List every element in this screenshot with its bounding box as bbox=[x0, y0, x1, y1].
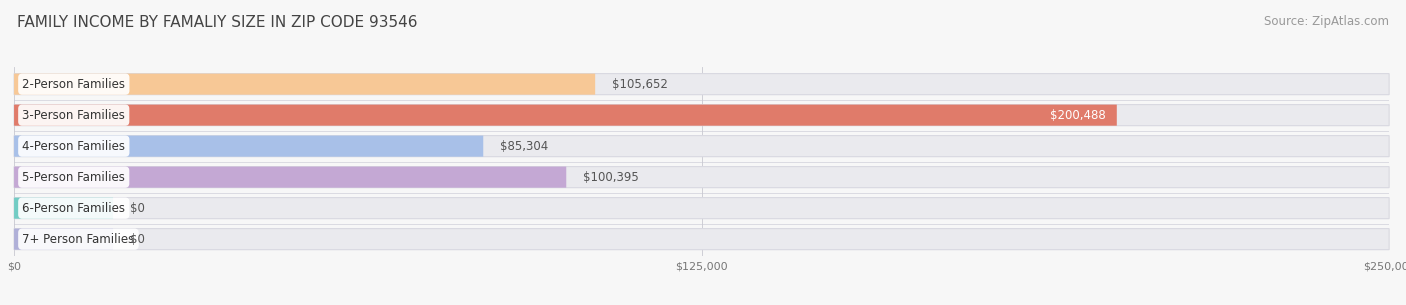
FancyBboxPatch shape bbox=[14, 229, 1389, 250]
FancyBboxPatch shape bbox=[14, 105, 1116, 126]
Text: $105,652: $105,652 bbox=[612, 78, 668, 91]
FancyBboxPatch shape bbox=[14, 198, 112, 219]
FancyBboxPatch shape bbox=[14, 74, 1389, 95]
Text: 6-Person Families: 6-Person Families bbox=[22, 202, 125, 215]
Text: 3-Person Families: 3-Person Families bbox=[22, 109, 125, 122]
FancyBboxPatch shape bbox=[14, 229, 112, 250]
Text: 4-Person Families: 4-Person Families bbox=[22, 140, 125, 152]
Text: $100,395: $100,395 bbox=[582, 171, 638, 184]
Text: $0: $0 bbox=[129, 202, 145, 215]
Text: $85,304: $85,304 bbox=[499, 140, 548, 152]
FancyBboxPatch shape bbox=[14, 167, 567, 188]
FancyBboxPatch shape bbox=[14, 74, 595, 95]
FancyBboxPatch shape bbox=[14, 136, 484, 157]
Text: $0: $0 bbox=[129, 233, 145, 246]
Text: Source: ZipAtlas.com: Source: ZipAtlas.com bbox=[1264, 15, 1389, 28]
FancyBboxPatch shape bbox=[14, 198, 1389, 219]
FancyBboxPatch shape bbox=[14, 105, 1389, 126]
Text: 2-Person Families: 2-Person Families bbox=[22, 78, 125, 91]
Text: $200,488: $200,488 bbox=[1050, 109, 1105, 122]
Text: 7+ Person Families: 7+ Person Families bbox=[22, 233, 135, 246]
Text: FAMILY INCOME BY FAMALIY SIZE IN ZIP CODE 93546: FAMILY INCOME BY FAMALIY SIZE IN ZIP COD… bbox=[17, 15, 418, 30]
Text: 5-Person Families: 5-Person Families bbox=[22, 171, 125, 184]
FancyBboxPatch shape bbox=[14, 136, 1389, 157]
FancyBboxPatch shape bbox=[14, 167, 1389, 188]
